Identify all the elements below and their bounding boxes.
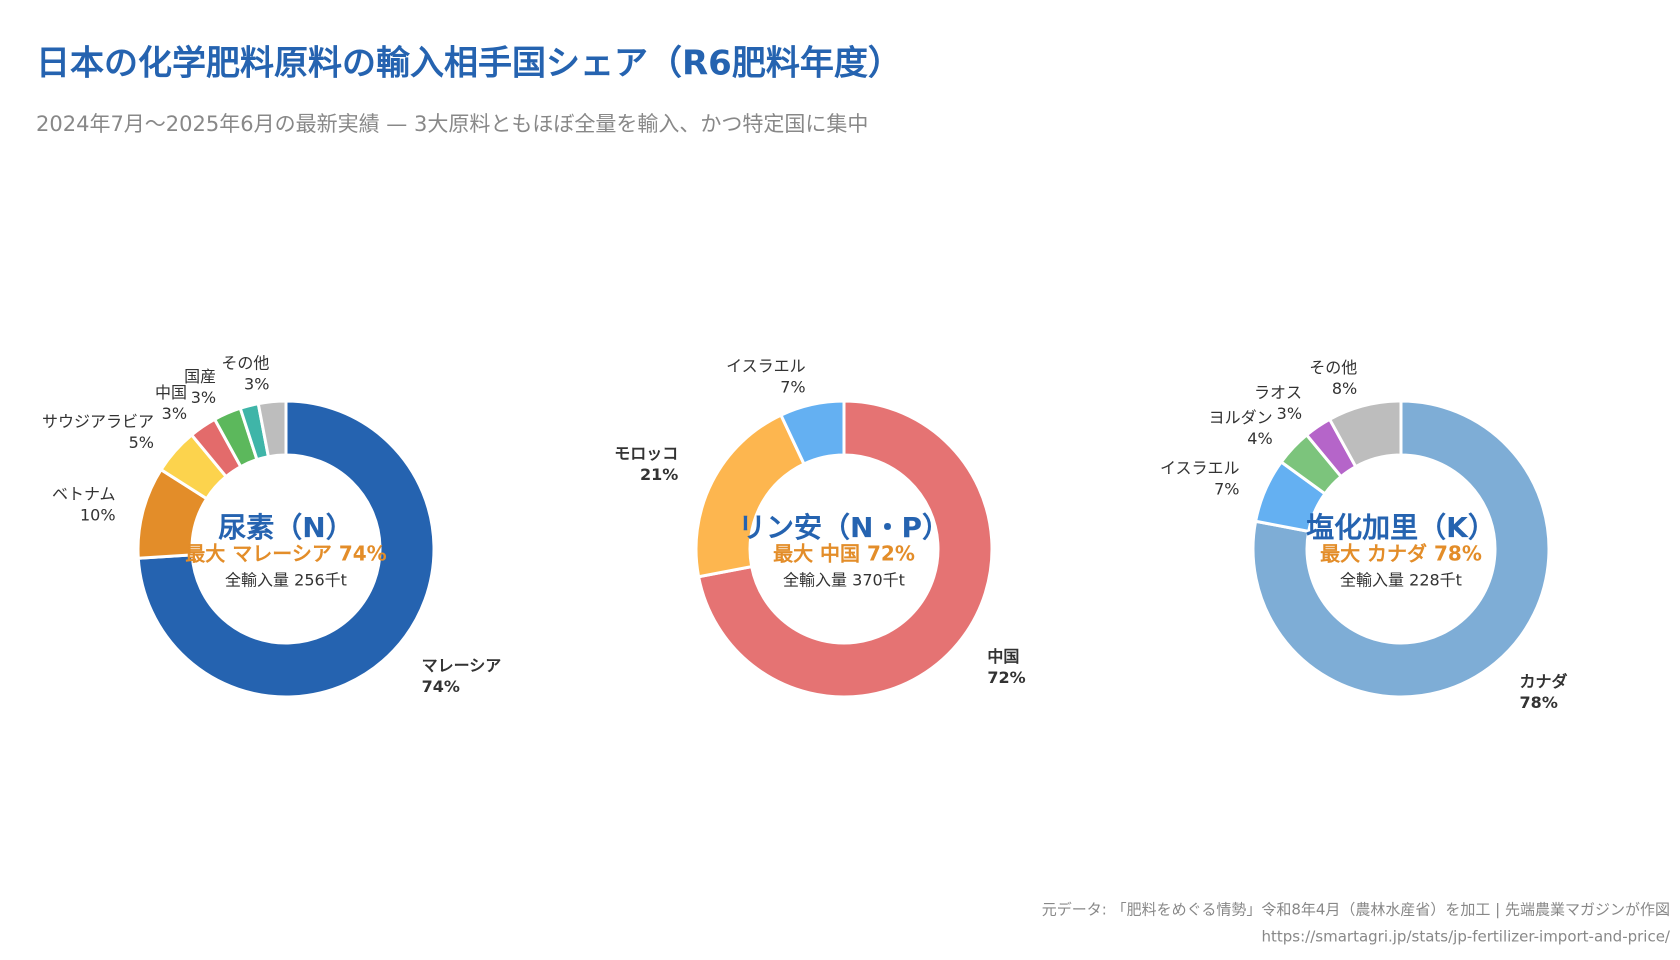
slice-label: イスラエル [726,357,806,376]
headline: 最大 マレーシア 74% [185,542,386,566]
slice-value: 3% [244,374,269,393]
slice-label: その他 [221,353,269,372]
source-note: 元データ: 「肥料をめぐる情勢」令和8年4月（農林水産省）を加工 | 先端農業マ… [1042,901,1670,919]
slice-label: その他 [1309,358,1357,377]
slice-value: 7% [1214,480,1239,499]
slice-label: サウジアラビア [42,412,154,431]
slice-label: カナダ [1520,672,1568,691]
slice-label: イスラエル [1160,459,1240,478]
slice-value: 5% [129,433,154,452]
slice-label: 中国 [987,647,1019,666]
slice-value: 3% [162,404,187,423]
slice-value: 3% [1277,404,1302,423]
slice [136,399,436,699]
slice-value: 8% [1332,379,1357,398]
slice-value: 4% [1247,429,1272,448]
slice [1327,399,1403,469]
slice-value: 78% [1520,693,1558,712]
slice-value: 7% [780,378,805,397]
slice-value: 3% [191,388,216,407]
slice-value: 10% [80,506,116,525]
slice-label: ベトナム [52,485,116,504]
chart-title: 尿素（N） [218,511,353,544]
slice [778,399,846,466]
slice-label: マレーシア [422,656,502,675]
total: 全輸入量 228千t [1340,571,1462,590]
page-title: 日本の化学肥料原料の輸入相手国シェア（R6肥料年度） [36,44,902,84]
total: 全輸入量 370千t [783,571,905,590]
slice-label: ヨルダン [1209,408,1273,427]
slice-label: 中国 [155,383,187,402]
source-url: https://smartagri.jp/stats/jp-fertilizer… [1262,928,1671,946]
headline: 最大 カナダ 78% [1320,542,1482,566]
headline: 最大 中国 72% [773,542,915,566]
chart-title: リン安（N・P） [738,511,950,544]
slice [696,399,994,699]
slice-label: ラオス [1254,383,1302,402]
slice-label: 国産 [184,367,216,386]
total: 全輸入量 256千t [225,571,347,590]
chart-title: 塩化加里（K） [1306,511,1496,544]
slice-value: 72% [987,668,1025,687]
page-subtitle: 2024年7月〜2025年6月の最新実績 — 3大原料ともほぼ全量を輸入、かつ特… [36,112,868,136]
slice-label: モロッコ [614,444,678,463]
slice [1251,399,1551,699]
slice-value: 21% [640,465,678,484]
slice-value: 74% [422,677,460,696]
slice [256,399,288,459]
